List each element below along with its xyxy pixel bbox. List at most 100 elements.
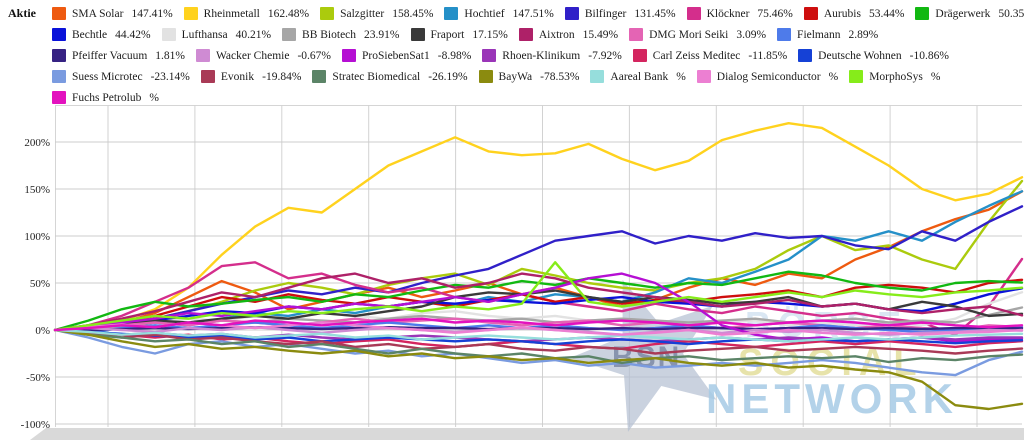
legend-item-deutsche-wohnen[interactable]: Deutsche Wohnen -10.86% bbox=[798, 49, 949, 62]
legend-item-aareal-bank[interactable]: Aareal Bank% bbox=[590, 70, 686, 83]
series-name-label: Fraport bbox=[430, 28, 465, 41]
series-color-swatch bbox=[518, 28, 533, 41]
series-performance-value: 75.46% bbox=[757, 7, 793, 20]
series-name-label: Hochtief bbox=[464, 7, 505, 20]
legend-row: Aktie SMA Solar 147.41% Rheinmetall 162.48% S… bbox=[0, 3, 1024, 24]
legend-item-baywa[interactable]: BayWa -78.53% bbox=[478, 70, 579, 83]
legend-item-prosiebensat1[interactable]: ProSiebenSat1 -8.98% bbox=[342, 49, 471, 62]
series-color-swatch bbox=[52, 28, 66, 41]
legend-item-aixtron[interactable]: Aixtron 15.49% bbox=[518, 28, 618, 41]
series-performance-value: 162.48% bbox=[267, 7, 310, 20]
series-name-label: Aareal Bank bbox=[610, 70, 669, 83]
series-name-label: DMG Mori Seiki bbox=[649, 28, 729, 41]
series-performance-value: 1.81% bbox=[155, 49, 185, 62]
series-performance-value: % bbox=[828, 70, 839, 83]
series-performance-value: % bbox=[149, 91, 159, 104]
series-name-label: BayWa bbox=[498, 70, 533, 83]
series-name-label: Drägerwerk bbox=[935, 7, 991, 20]
legend-item-evonik[interactable]: Evonik -19.84% bbox=[200, 70, 302, 83]
series-performance-value: 2.89% bbox=[848, 28, 879, 41]
series-color-swatch bbox=[342, 49, 357, 62]
series-performance-value: 53.44% bbox=[868, 7, 905, 20]
legend-item-fraport[interactable]: Fraport 17.15% bbox=[410, 28, 508, 41]
series-name-label: Bilfinger bbox=[584, 7, 627, 20]
series-name-label: ProSiebenSat1 bbox=[362, 49, 430, 62]
series-color-swatch bbox=[183, 7, 198, 20]
series-performance-value: 23.91% bbox=[364, 28, 400, 41]
series-performance-value: 44.42% bbox=[115, 28, 151, 41]
legend-item-sma-solar[interactable]: SMA Solar 147.41% bbox=[52, 7, 173, 20]
series-name-label: Klöckner bbox=[706, 7, 750, 20]
legend-item-dialog-semiconductor[interactable]: Dialog Semiconductor% bbox=[696, 70, 839, 83]
legend-item-bb-biotech[interactable]: BB Biotech 23.91% bbox=[282, 28, 400, 41]
series-performance-value: 3.09% bbox=[736, 28, 767, 41]
series-performance-value: 40.21% bbox=[235, 28, 272, 41]
series-color-swatch bbox=[444, 7, 459, 20]
legend-item-carl-zeiss-meditec[interactable]: Carl Zeiss Meditec -11.85% bbox=[632, 49, 788, 62]
series-color-swatch bbox=[52, 70, 66, 83]
legend-row: Bechtle 44.42% Lufthansa 40.21% BB Biotech 23… bbox=[0, 24, 1024, 45]
legend-row: Pfeiffer Vacuum 1.81% Wacker Chemie -0.67% P… bbox=[0, 45, 1024, 66]
legend-item-lufthansa[interactable]: Lufthansa 40.21% bbox=[161, 28, 272, 41]
series-color-swatch bbox=[200, 70, 215, 83]
y-axis-tick-label: 200% bbox=[24, 137, 50, 149]
series-performance-value: % bbox=[676, 70, 686, 83]
performance-line-chart: 200%150%100%50%0%-50%-100%BSNBÖRSESOCIAL… bbox=[21, 105, 1024, 440]
series-color-swatch bbox=[629, 28, 644, 41]
series-color-swatch bbox=[915, 7, 930, 20]
chart-legend: Aktie SMA Solar 147.41% Rheinmetall 162.48% S… bbox=[0, 3, 1024, 108]
legend-item-bilfinger[interactable]: Bilfinger 131.45% bbox=[564, 7, 676, 20]
watermark-network-text: NETWORK bbox=[706, 375, 958, 422]
legend-item-rhoen-klinikum[interactable]: Rhoen-Klinikum -7.92% bbox=[482, 49, 622, 62]
series-line-aurubis bbox=[53, 278, 1024, 332]
legend-item-pfeiffer-vacuum[interactable]: Pfeiffer Vacuum 1.81% bbox=[52, 49, 185, 62]
series-performance-value: -8.98% bbox=[437, 49, 472, 62]
series-performance-value: -11.85% bbox=[748, 49, 788, 62]
series-name-label: Fuchs Petrolub bbox=[72, 91, 142, 104]
series-line-rheinmetall bbox=[53, 122, 1024, 332]
series-line-deutsche-wohnen bbox=[53, 328, 1024, 346]
series-name-label: Salzgitter bbox=[340, 7, 385, 20]
series-line-evonik bbox=[53, 328, 1024, 355]
legend-item-rheinmetall[interactable]: Rheinmetall 162.48% bbox=[183, 7, 310, 20]
series-color-swatch bbox=[798, 49, 813, 62]
series-name-label: Suess Microtec bbox=[72, 70, 143, 83]
series-line-aixtron bbox=[53, 272, 1024, 332]
legend-title: Aktie bbox=[8, 6, 36, 20]
series-line-suess-microtec bbox=[53, 328, 1024, 377]
legend-item-wacker-chemie[interactable]: Wacker Chemie -0.67% bbox=[195, 49, 331, 62]
series-color-swatch bbox=[777, 28, 792, 41]
series-color-swatch bbox=[478, 70, 493, 83]
legend-item-dr-gerwerk[interactable]: Drägerwerk 50.35% bbox=[915, 7, 1024, 20]
series-line-stratec-biomedical bbox=[53, 328, 1024, 365]
legend-item-salzgitter[interactable]: Salzgitter 158.45% bbox=[320, 7, 433, 20]
series-color-swatch bbox=[686, 7, 701, 20]
legend-item-fielmann[interactable]: Fielmann 2.89% bbox=[777, 28, 878, 41]
legend-item-fuchs-petrolub[interactable]: Fuchs Petrolub% bbox=[52, 91, 159, 104]
series-performance-value: 158.45% bbox=[392, 7, 434, 20]
legend-item-hochtief[interactable]: Hochtief 147.51% bbox=[444, 7, 554, 20]
series-color-swatch bbox=[849, 70, 864, 83]
legend-item-suess-microtec[interactable]: Suess Microtec -23.14% bbox=[52, 70, 190, 83]
series-name-label: Dialog Semiconductor bbox=[716, 70, 821, 83]
legend-item-morphosys[interactable]: MorphoSys% bbox=[849, 70, 940, 83]
series-performance-value: -19.84% bbox=[262, 70, 302, 83]
y-axis-tick-label: 50% bbox=[30, 278, 50, 290]
y-axis-tick-label: 0% bbox=[35, 325, 50, 337]
series-color-swatch bbox=[803, 7, 818, 20]
series-color-swatch bbox=[590, 70, 605, 83]
series-color-swatch bbox=[282, 28, 297, 41]
legend-item-aurubis[interactable]: Aurubis 53.44% bbox=[803, 7, 905, 20]
bsn-star-logo bbox=[570, 279, 717, 432]
legend-item-stratec-biomedical[interactable]: Stratec Biomedical -26.19% bbox=[312, 70, 468, 83]
series-performance-value: % bbox=[930, 70, 941, 83]
series-name-label: Stratec Biomedical bbox=[332, 70, 421, 83]
series-line-fuchs-petrolub bbox=[53, 317, 1024, 332]
series-color-swatch bbox=[195, 49, 210, 62]
legend-item-kl-ckner[interactable]: Klöckner 75.46% bbox=[686, 7, 793, 20]
legend-item-bechtle[interactable]: Bechtle 44.42% bbox=[52, 28, 151, 41]
series-name-label: Wacker Chemie bbox=[215, 49, 290, 62]
chart-plot-area: 200% 150% 100% 50% 0% -50% -100% BSN BÖRSE SOCIAL… bbox=[0, 105, 1024, 440]
legend-item-dmg-mori-seiki[interactable]: DMG Mori Seiki 3.09% bbox=[629, 28, 766, 41]
